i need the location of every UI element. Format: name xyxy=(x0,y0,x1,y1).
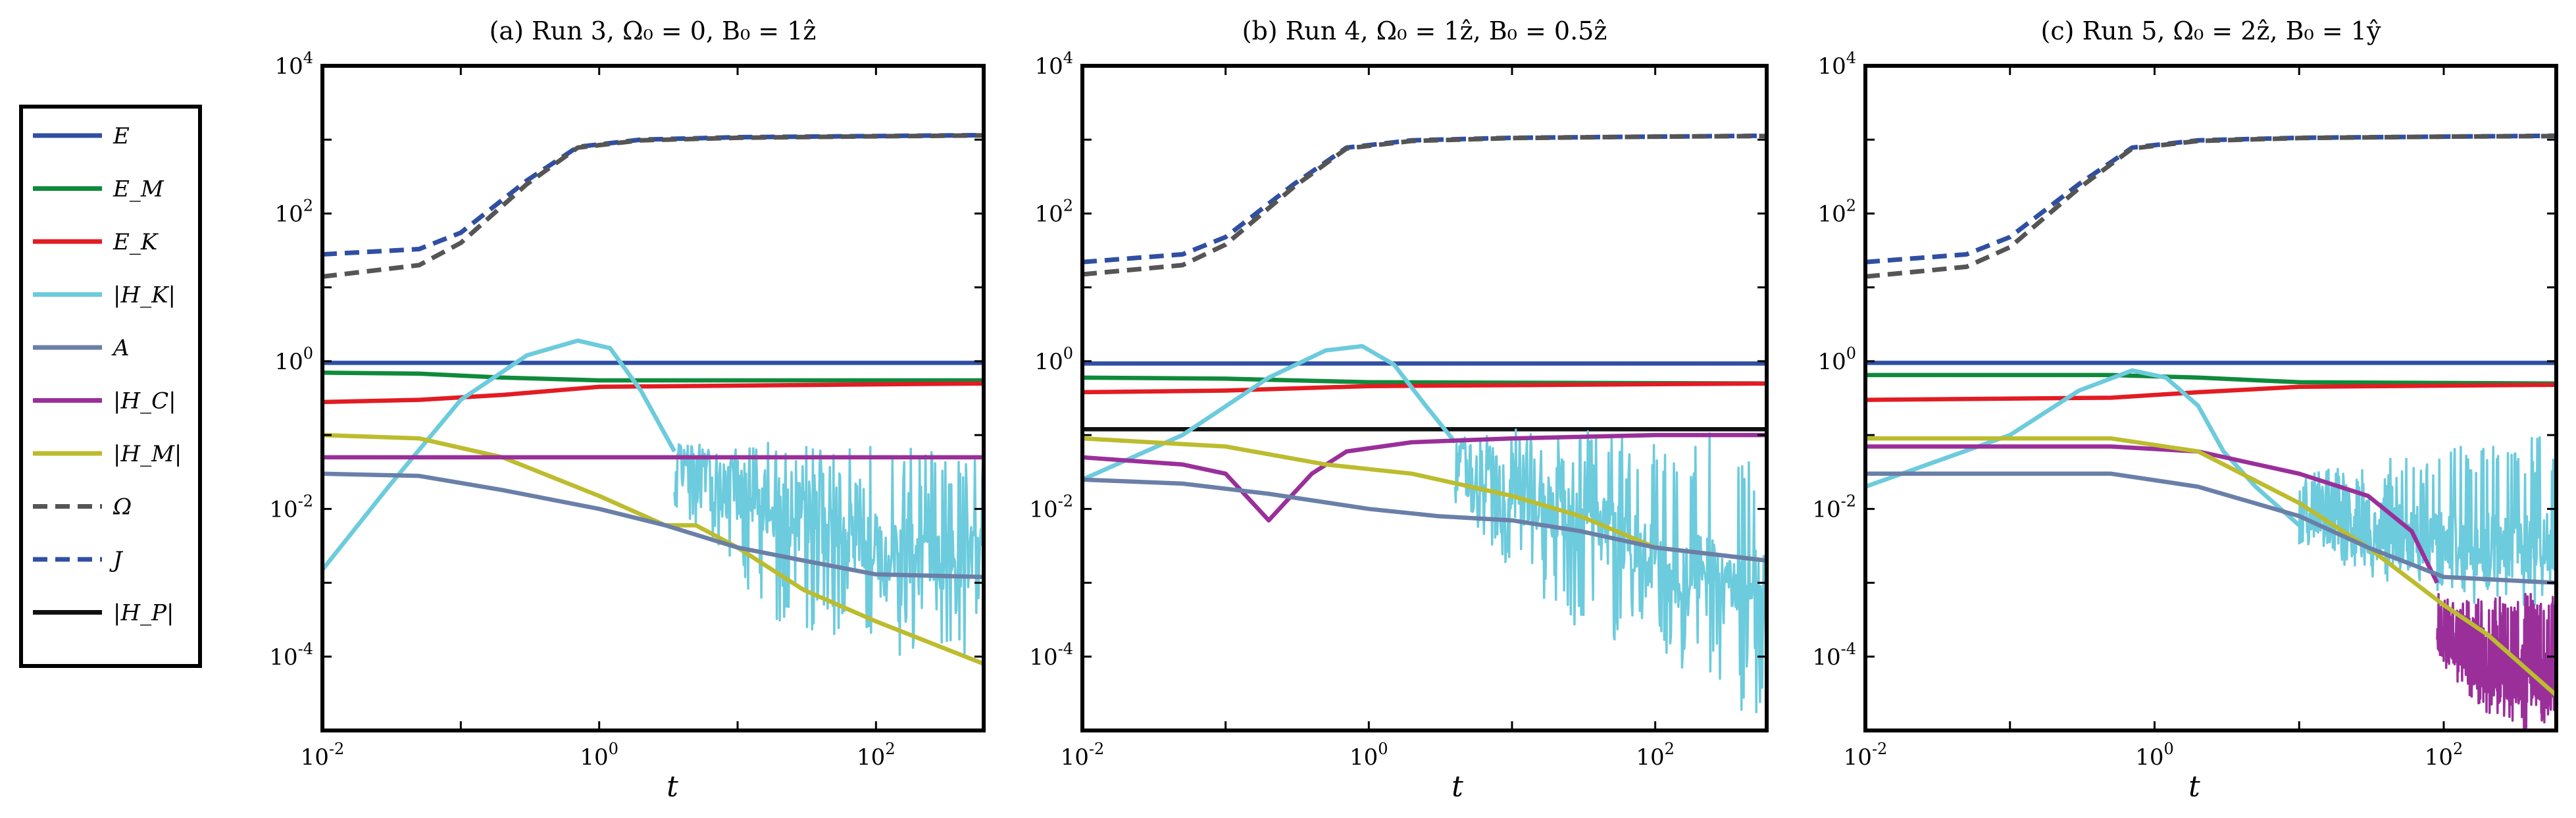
panel-a-series-a xyxy=(322,471,984,579)
legend-label-omega: Ω xyxy=(113,494,132,521)
panel-c-xlabel: t xyxy=(2188,770,2200,804)
panel-b-series-hk xyxy=(1082,344,1457,482)
panel-c-series-hm xyxy=(1865,436,2556,697)
panel-a-series xyxy=(322,132,984,666)
panel-c-series-hk-noise xyxy=(2298,436,2556,606)
panel-c-series-omega xyxy=(1865,134,2556,279)
panel-a-ytick-label: 104 xyxy=(274,49,313,80)
panel-a-title: (a) Run 3, Ω₀ = 0, B₀ = 1ẑ xyxy=(490,16,817,45)
panel-b-series-hm xyxy=(1082,436,1767,563)
panel-c-xtick-label: 100 xyxy=(2135,740,2174,771)
panel-a-ytick-label: 100 xyxy=(274,344,313,375)
panel-a-series-hk xyxy=(322,338,676,571)
panel-a-xtick-label: 102 xyxy=(857,740,896,771)
panel-b-series-omega xyxy=(1082,134,1767,277)
panel-c-xtick-label: 10-2 xyxy=(1844,740,1888,771)
panel-c-series xyxy=(1865,133,2556,730)
legend-label-a: A xyxy=(111,335,130,361)
panel-b-ticks: 10-2 100 102 10-4 10-2 100 102 104 xyxy=(1029,49,1767,771)
panel-c-series-hc-noise xyxy=(2436,592,2556,730)
panel-b-ytick-label: 102 xyxy=(1034,196,1073,227)
panel-c-ytick-label: 10-4 xyxy=(1812,640,1856,671)
legend: E E_M E_K |H_K| A |H_C| |H_M| ΩJ |H_P| xyxy=(19,105,202,668)
panel-b-ytick-label: 10-2 xyxy=(1029,492,1073,523)
legend-label-hm: |H_M| xyxy=(113,441,182,467)
panel-c-series-a xyxy=(1865,471,2556,585)
panel-c-series-hc xyxy=(1865,444,2439,584)
legend-box xyxy=(19,105,202,668)
panel-a-series-ek xyxy=(322,381,984,405)
panel-b-ytick-label: 10-4 xyxy=(1029,640,1073,671)
panel-c-title: (c) Run 5, Ω₀ = 2ẑ, B₀ = 1ŷ xyxy=(2041,16,2381,45)
legend-label-ek: E_K xyxy=(113,229,159,255)
panel-a-xtick-label: 100 xyxy=(580,740,619,771)
legend-label-hp: |H_P| xyxy=(113,600,174,626)
panel-c-ytick-label: 100 xyxy=(1817,344,1856,375)
panel-a: (a) Run 3, Ω₀ = 0, B₀ = 1ẑ 10-2 100 10210-… xyxy=(269,16,986,804)
panel-a-frame xyxy=(320,64,986,732)
panel-a-series-hm xyxy=(322,432,984,666)
panel-a-series-hk-noise xyxy=(673,442,984,656)
panel-c-series-ek xyxy=(1865,382,2556,402)
panel-a-series-em xyxy=(322,371,984,383)
panel-c-frame xyxy=(1863,64,2558,732)
panel-c-series-j xyxy=(1865,133,2556,265)
panel-b-title: (b) Run 4, Ω₀ = 1ẑ, B₀ = 0.5ẑ xyxy=(1242,16,1607,45)
panel-a-ytick-label: 102 xyxy=(274,196,313,227)
legend-label-j: J xyxy=(109,547,124,573)
legend-label-em: E_M xyxy=(113,176,164,203)
panel-b-series xyxy=(1082,133,1767,713)
panel-c-ytick-label: 10-2 xyxy=(1812,492,1856,523)
panel-a-ytick-label: 10-2 xyxy=(269,492,313,523)
panel-c-series-em xyxy=(1865,372,2556,386)
panel-a-xlabel: t xyxy=(667,770,678,804)
panel-b-xtick-label: 10-2 xyxy=(1061,740,1105,771)
panel-b-ytick-label: 104 xyxy=(1034,49,1073,80)
legend-label-hc: |H_C| xyxy=(113,388,176,415)
panel-a-xtick-label: 10-2 xyxy=(301,740,345,771)
panel-b-xlabel: t xyxy=(1452,770,1463,804)
panel-b: (b) Run 4, Ω₀ = 1ẑ, B₀ = 0.5ẑ 10-2 100 102… xyxy=(1029,16,1769,804)
panel-c-ticks: 10-2 100 102 10-4 10-2 100 102 104 xyxy=(1812,49,2556,771)
panel-b-series-a xyxy=(1082,477,1767,563)
panel-b-series-hk-noise xyxy=(1453,428,1767,713)
panel-b-ytick-label: 100 xyxy=(1034,344,1073,375)
panel-c: (c) Run 5, Ω₀ = 2ẑ, B₀ = 1ŷ 10-2 100 10210… xyxy=(1812,16,2558,804)
panel-b-series-j xyxy=(1082,133,1767,265)
panel-b-series-ek xyxy=(1082,381,1767,395)
panel-a-series-omega xyxy=(322,133,984,279)
panel-c-ytick-label: 102 xyxy=(1817,196,1856,227)
panel-b-xtick-label: 102 xyxy=(1636,740,1675,771)
panel-a-ytick-label: 10-4 xyxy=(269,640,313,671)
panel-b-series-hc xyxy=(1082,432,1767,523)
legend-label-e: E xyxy=(113,123,130,149)
panel-c-ytick-label: 104 xyxy=(1817,49,1856,80)
legend-label-hk: |H_K| xyxy=(113,282,176,309)
panel-c-xtick-label: 102 xyxy=(2425,740,2463,771)
panel-b-frame xyxy=(1080,64,1769,732)
panel-a-ticks: 10-2 100 102 10-4 10-2 100 102 104 xyxy=(269,49,984,771)
panel-a-series-j xyxy=(322,132,984,257)
panel-b-xtick-label: 100 xyxy=(1350,740,1388,771)
